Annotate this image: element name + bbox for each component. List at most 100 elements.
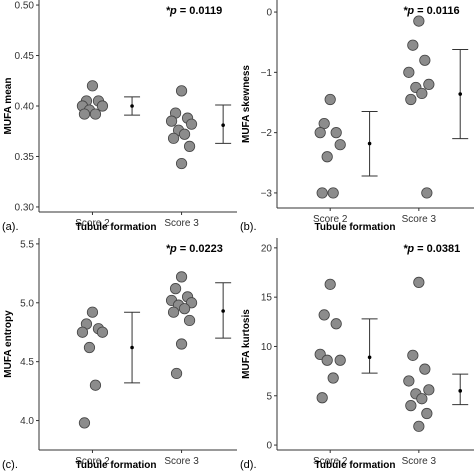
data-point bbox=[421, 187, 433, 199]
data-point bbox=[78, 108, 91, 120]
data-point bbox=[175, 271, 188, 283]
y-tick-label: −3 bbox=[261, 188, 273, 199]
data-point bbox=[324, 278, 336, 290]
data-point bbox=[83, 341, 96, 354]
data-point bbox=[178, 303, 191, 315]
y-tick-label: 20 bbox=[261, 243, 273, 254]
data-point bbox=[413, 15, 425, 27]
data-point bbox=[169, 283, 182, 295]
mean-point bbox=[221, 123, 225, 127]
x-tick-label: Score 3 bbox=[402, 456, 437, 467]
data-point bbox=[175, 338, 188, 350]
y-tick-label: 0.35 bbox=[15, 152, 35, 163]
data-point bbox=[167, 306, 180, 318]
panel-4: 0 5 10 15 20 Score 2 Score 3 Tubule formation MU… bbox=[240, 238, 474, 471]
y-axis-title: MUFA skewness bbox=[241, 65, 252, 143]
x-tick-label: Score 2 bbox=[313, 456, 348, 467]
data-point bbox=[403, 375, 415, 387]
panel-label: (d). bbox=[240, 459, 257, 471]
data-point bbox=[183, 140, 196, 152]
data-point bbox=[416, 87, 428, 100]
data-point bbox=[416, 393, 428, 405]
mean-point bbox=[458, 92, 463, 96]
x-axis-title: Tubule formation bbox=[315, 460, 396, 471]
data-point bbox=[407, 349, 419, 361]
mean-point bbox=[130, 104, 134, 108]
y-tick-label: 5.0 bbox=[20, 298, 34, 309]
x-axis-title: Tubule formation bbox=[76, 222, 157, 233]
data-point bbox=[178, 128, 191, 140]
data-point bbox=[324, 93, 336, 106]
x-tick-label: Score 2 bbox=[75, 456, 110, 467]
data-point bbox=[321, 354, 333, 366]
data-point bbox=[86, 80, 99, 92]
panel-2: 0 −1 −2 −3 Score 2 Score 3 Tubule formation MUF… bbox=[240, 0, 474, 233]
data-point bbox=[96, 326, 109, 338]
y-axis-title: MUFA entropy bbox=[3, 310, 14, 378]
data-point bbox=[423, 78, 435, 91]
y-tick-label: 0 bbox=[266, 441, 272, 452]
data-point bbox=[175, 85, 188, 97]
panel-1: 0.30 0.35 0.40 0.45 0.50 Score 2 Score 3 Tubule… bbox=[2, 0, 237, 233]
x-axis-title: Tubule formation bbox=[315, 222, 396, 233]
data-point bbox=[96, 100, 109, 112]
data-point bbox=[407, 39, 419, 51]
data-point bbox=[78, 417, 91, 429]
data-point bbox=[86, 306, 99, 318]
y-tick-label: −1 bbox=[261, 68, 273, 79]
mean-point bbox=[458, 389, 463, 393]
y-tick-label: 4.0 bbox=[20, 416, 34, 427]
y-axis-title: MUFA mean bbox=[3, 78, 14, 135]
p-value-label: *p = 0.0116 bbox=[403, 5, 460, 17]
data-point bbox=[314, 127, 326, 139]
data-point bbox=[321, 151, 333, 163]
data-point bbox=[413, 420, 425, 432]
data-point bbox=[327, 187, 339, 199]
data-point bbox=[419, 363, 431, 375]
y-tick-label: 0.50 bbox=[15, 1, 35, 12]
data-point bbox=[185, 118, 198, 130]
mean-point bbox=[367, 355, 372, 360]
data-point bbox=[334, 354, 346, 366]
data-point bbox=[316, 187, 328, 199]
data-point bbox=[330, 318, 342, 330]
data-point bbox=[421, 407, 433, 420]
data-point bbox=[405, 400, 417, 412]
mean-point bbox=[221, 309, 225, 313]
y-axis-title: MUFA kurtosis bbox=[241, 309, 252, 379]
y-tick-label: 0.45 bbox=[15, 51, 35, 62]
y-tick-label: 0 bbox=[266, 8, 272, 19]
data-point bbox=[419, 54, 431, 66]
y-tick-label: 10 bbox=[261, 342, 273, 353]
x-tick-label: Score 2 bbox=[313, 214, 348, 225]
mean-point bbox=[130, 345, 134, 350]
panel-3: 4.0 4.5 5.0 5.5 Score 2 Score 3 Tubule formati… bbox=[2, 238, 237, 471]
data-point bbox=[318, 309, 330, 321]
x-tick-label: Score 3 bbox=[402, 214, 437, 225]
mean-point bbox=[367, 141, 372, 146]
data-point bbox=[89, 379, 102, 391]
data-point bbox=[167, 132, 180, 144]
data-point bbox=[170, 367, 183, 380]
y-tick-label: 15 bbox=[261, 293, 273, 304]
x-tick-label: Score 3 bbox=[164, 218, 199, 229]
y-tick-label: −2 bbox=[261, 128, 273, 139]
data-point bbox=[165, 115, 178, 127]
data-point bbox=[89, 108, 102, 120]
data-point bbox=[76, 326, 89, 338]
p-value-label: *p = 0.0223 bbox=[166, 243, 223, 255]
data-point bbox=[330, 127, 342, 139]
y-tick-label: 0.30 bbox=[15, 202, 35, 213]
data-point bbox=[413, 276, 425, 288]
x-axis-title: Tubule formation bbox=[76, 460, 157, 471]
panel-label: (a). bbox=[2, 221, 19, 233]
data-point bbox=[403, 66, 415, 78]
y-tick-label: 5.5 bbox=[20, 239, 34, 250]
y-tick-label: 4.5 bbox=[20, 357, 34, 368]
panel-label: (c). bbox=[2, 459, 18, 471]
y-tick-label: 0.40 bbox=[15, 102, 35, 113]
p-value-label: *p = 0.0381 bbox=[403, 243, 460, 255]
panel-label: (b). bbox=[240, 221, 257, 233]
data-point bbox=[175, 157, 188, 170]
